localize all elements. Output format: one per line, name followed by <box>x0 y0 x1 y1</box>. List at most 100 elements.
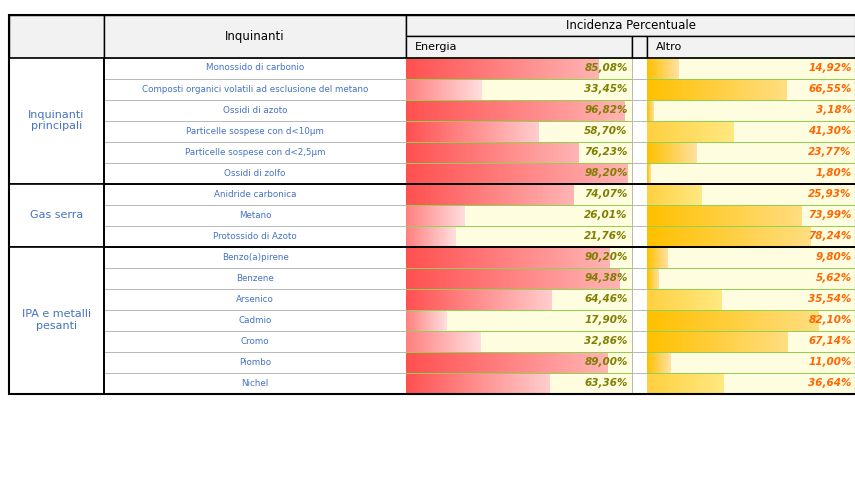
FancyBboxPatch shape <box>491 162 493 184</box>
FancyBboxPatch shape <box>428 204 429 226</box>
FancyBboxPatch shape <box>657 288 659 310</box>
FancyBboxPatch shape <box>463 142 465 163</box>
FancyBboxPatch shape <box>555 162 557 184</box>
Text: 58,70%: 58,70% <box>584 126 628 136</box>
FancyBboxPatch shape <box>445 204 446 226</box>
FancyBboxPatch shape <box>748 226 751 246</box>
FancyBboxPatch shape <box>431 226 433 246</box>
FancyBboxPatch shape <box>505 184 507 204</box>
FancyBboxPatch shape <box>502 288 504 310</box>
FancyBboxPatch shape <box>507 120 509 142</box>
FancyBboxPatch shape <box>711 330 712 351</box>
FancyBboxPatch shape <box>664 184 665 204</box>
FancyBboxPatch shape <box>421 120 422 142</box>
FancyBboxPatch shape <box>424 204 425 226</box>
FancyBboxPatch shape <box>411 78 413 100</box>
FancyBboxPatch shape <box>528 372 529 394</box>
FancyBboxPatch shape <box>674 330 675 351</box>
FancyBboxPatch shape <box>479 288 481 310</box>
FancyBboxPatch shape <box>652 184 653 204</box>
FancyBboxPatch shape <box>414 226 415 246</box>
FancyBboxPatch shape <box>513 100 516 120</box>
FancyBboxPatch shape <box>415 352 416 372</box>
FancyBboxPatch shape <box>451 246 453 268</box>
FancyBboxPatch shape <box>647 120 649 142</box>
FancyBboxPatch shape <box>467 330 469 351</box>
FancyBboxPatch shape <box>465 100 468 120</box>
FancyBboxPatch shape <box>763 204 765 226</box>
FancyBboxPatch shape <box>689 204 691 226</box>
FancyBboxPatch shape <box>508 58 510 78</box>
FancyBboxPatch shape <box>797 204 799 226</box>
FancyBboxPatch shape <box>699 288 700 310</box>
FancyBboxPatch shape <box>460 204 461 226</box>
FancyBboxPatch shape <box>585 268 587 288</box>
FancyBboxPatch shape <box>663 330 664 351</box>
FancyBboxPatch shape <box>444 120 445 142</box>
FancyBboxPatch shape <box>523 268 526 288</box>
FancyBboxPatch shape <box>418 372 420 394</box>
FancyBboxPatch shape <box>482 352 485 372</box>
FancyBboxPatch shape <box>664 310 667 330</box>
FancyBboxPatch shape <box>452 120 454 142</box>
FancyBboxPatch shape <box>451 204 452 226</box>
FancyBboxPatch shape <box>498 288 500 310</box>
FancyBboxPatch shape <box>435 162 438 184</box>
Text: 63,36%: 63,36% <box>584 378 628 388</box>
FancyBboxPatch shape <box>513 142 515 163</box>
FancyBboxPatch shape <box>506 268 509 288</box>
FancyBboxPatch shape <box>530 288 532 310</box>
FancyBboxPatch shape <box>706 120 707 142</box>
FancyBboxPatch shape <box>665 372 666 394</box>
FancyBboxPatch shape <box>432 268 434 288</box>
FancyBboxPatch shape <box>710 78 711 100</box>
FancyBboxPatch shape <box>449 120 451 142</box>
FancyBboxPatch shape <box>475 184 477 204</box>
FancyBboxPatch shape <box>663 372 664 394</box>
FancyBboxPatch shape <box>664 142 665 163</box>
FancyBboxPatch shape <box>410 204 411 226</box>
FancyBboxPatch shape <box>500 184 502 204</box>
FancyBboxPatch shape <box>652 184 654 204</box>
FancyBboxPatch shape <box>409 78 410 100</box>
FancyBboxPatch shape <box>796 226 798 246</box>
FancyBboxPatch shape <box>667 184 668 204</box>
FancyBboxPatch shape <box>707 120 708 142</box>
FancyBboxPatch shape <box>408 204 409 226</box>
FancyBboxPatch shape <box>528 100 531 120</box>
FancyBboxPatch shape <box>522 288 523 310</box>
FancyBboxPatch shape <box>545 58 547 78</box>
FancyBboxPatch shape <box>702 330 704 351</box>
FancyBboxPatch shape <box>734 310 737 330</box>
FancyBboxPatch shape <box>453 372 456 394</box>
FancyBboxPatch shape <box>463 78 464 100</box>
FancyBboxPatch shape <box>431 58 433 78</box>
FancyBboxPatch shape <box>472 288 474 310</box>
FancyBboxPatch shape <box>653 78 655 100</box>
FancyBboxPatch shape <box>676 204 679 226</box>
FancyBboxPatch shape <box>579 58 581 78</box>
FancyBboxPatch shape <box>410 100 413 120</box>
FancyBboxPatch shape <box>692 226 693 246</box>
FancyBboxPatch shape <box>455 184 457 204</box>
FancyBboxPatch shape <box>549 142 551 163</box>
FancyBboxPatch shape <box>805 226 808 246</box>
FancyBboxPatch shape <box>459 246 462 268</box>
FancyBboxPatch shape <box>426 162 429 184</box>
FancyBboxPatch shape <box>713 330 715 351</box>
FancyBboxPatch shape <box>647 310 650 330</box>
FancyBboxPatch shape <box>462 58 464 78</box>
FancyBboxPatch shape <box>750 310 752 330</box>
FancyBboxPatch shape <box>695 120 697 142</box>
FancyBboxPatch shape <box>675 288 676 310</box>
FancyBboxPatch shape <box>568 58 570 78</box>
FancyBboxPatch shape <box>652 288 653 310</box>
FancyBboxPatch shape <box>497 184 498 204</box>
FancyBboxPatch shape <box>445 78 446 100</box>
FancyBboxPatch shape <box>549 246 551 268</box>
FancyBboxPatch shape <box>747 226 749 246</box>
FancyBboxPatch shape <box>486 372 488 394</box>
FancyBboxPatch shape <box>773 226 775 246</box>
FancyBboxPatch shape <box>444 288 446 310</box>
FancyBboxPatch shape <box>647 352 855 353</box>
